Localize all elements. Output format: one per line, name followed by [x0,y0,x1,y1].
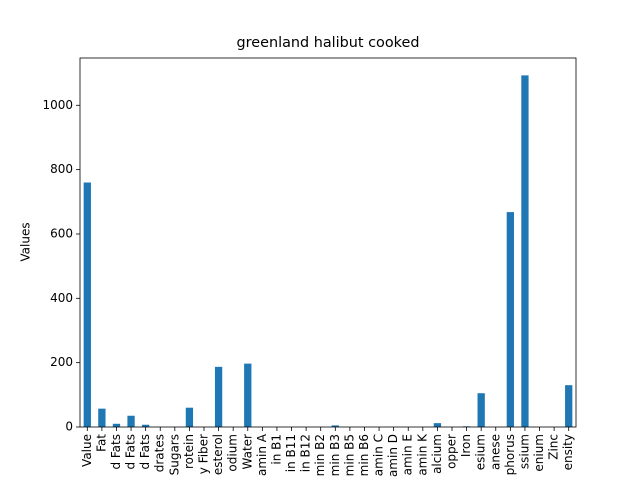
x-tick-label: Fat [94,434,108,452]
x-tick-label: in B11 [284,434,298,472]
x-tick-label: rotein [182,434,196,469]
x-tick-label: amin A [255,433,269,476]
x-tick-label: min B3 [328,434,342,476]
y-axis-label: Values [19,222,33,261]
bar [185,407,194,427]
x-tick-label: opper [445,434,459,469]
x-tick-label: anese [488,434,502,470]
x-tick-label: ssium [517,434,531,469]
bar [142,424,150,427]
bar [98,408,106,427]
bar [521,75,529,427]
x-tick-label: enium [532,434,546,472]
bar [477,393,485,427]
x-tick-label: ensity [561,434,575,470]
x-tick-label: Value [80,434,94,467]
bar [331,425,339,427]
x-tick-label: Water [240,434,254,470]
bar [565,385,573,427]
x-tick-label: amin C [372,434,386,476]
x-tick-label: min B2 [313,434,327,476]
y-tick-label: 0 [65,420,73,434]
x-tick-label: alcium [430,434,444,474]
y-tick-label: 400 [50,291,73,305]
chart-title: greenland halibut cooked [237,35,420,51]
bar [506,212,514,427]
y-tick-label: 200 [50,355,73,369]
x-tick-label: Zinc [547,434,561,460]
bar [127,415,135,427]
x-tick-label: amin E [401,434,415,475]
x-tick-label: d Fats [109,434,123,470]
x-tick-label: esium [474,434,488,470]
x-tick-label: drates [153,434,167,472]
bar [112,423,121,427]
x-tick-label: amin D [386,434,400,477]
bar [214,366,223,427]
x-tick-label: amin K [415,433,429,476]
bar [433,423,442,427]
x-tick-label: y Fiber [197,434,211,474]
bar [83,182,91,427]
bar [244,363,252,427]
x-tick-label: Iron [459,434,473,457]
x-tick-label: esterol [211,434,225,475]
plot-frame [79,57,577,428]
x-tick-label: Sugars [167,434,181,475]
x-tick-label: min B6 [357,434,371,476]
x-tick-label: in B12 [299,434,313,472]
x-tick-label: odium [226,434,240,472]
x-tick-label: d Fats [138,434,152,470]
x-tick-label: in B1 [269,434,283,465]
x-tick-label: phorus [503,434,517,475]
y-tick-label: 600 [50,226,73,240]
x-tick-label: d Fats [124,434,138,470]
y-tick-label: 1000 [42,98,73,112]
y-tick-label: 800 [50,162,73,176]
x-tick-label: min B5 [342,434,356,476]
